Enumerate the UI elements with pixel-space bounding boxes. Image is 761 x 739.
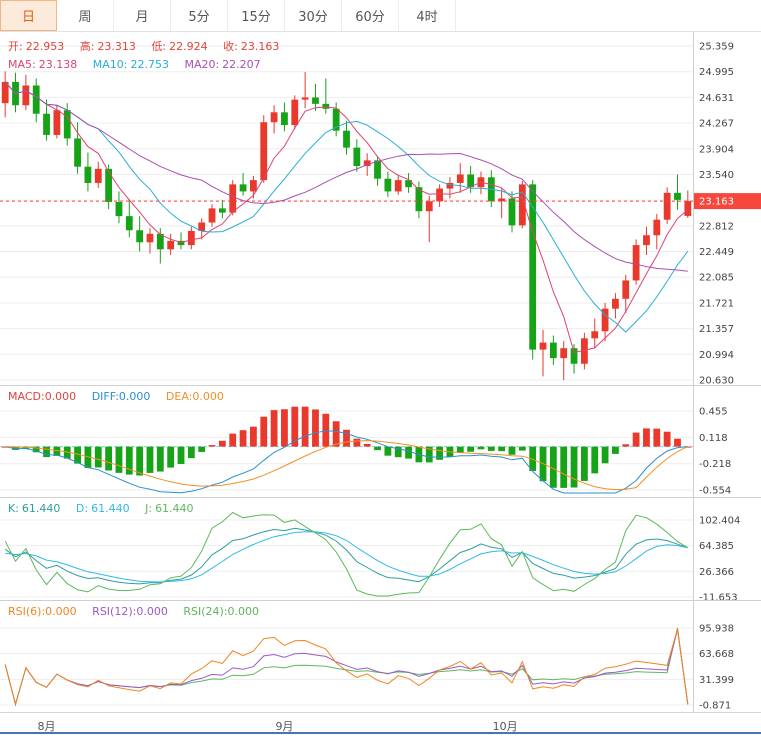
ma5-legend: MA5: 23.138 [8,58,78,71]
axis-label: 0.455 [699,407,728,418]
axis-label: 23.904 [699,144,734,155]
axis-label: 95.938 [699,624,734,635]
axis-label: -0.871 [699,701,731,712]
tab-30min[interactable]: 30分 [285,0,342,31]
macd-item-dea: DEA:0.000 [165,390,224,403]
month-label: 10月 [492,720,518,733]
tab-5min[interactable]: 5分 [171,0,228,31]
axis-label: 22.449 [699,247,734,258]
macd-legend: MACD:0.000 DIFF:0.000 DEA:0.000 [8,390,236,403]
kdj-item-j: J: 61.440 [145,502,194,515]
kdj-panel: 102.404 64.385 26.366 -11.653 K: 61.440 D: 61… [0,497,761,600]
rsi-item-6: RSI(6):0.000 [8,605,77,618]
tab-month[interactable]: 月 [114,0,171,31]
axis-label: 0.118 [699,433,728,444]
axis-label: 21.721 [699,298,734,309]
tab-week[interactable]: 周 [57,0,114,31]
axis-label: -0.218 [699,459,731,470]
macd-item-macd: MACD:0.000 [8,390,77,403]
rsi-item-12: RSI(12):0.000 [92,605,168,618]
macd-item-diff: DIFF:0.000 [91,390,151,403]
axis-label: 24.267 [699,119,734,130]
rsi-panel: 95.938 63.668 31.399 -0.871 RSI(6):0.000 RS… [0,600,761,712]
axis-label: 23.540 [699,170,734,181]
axis-label: 26.366 [699,567,734,578]
axis-label: 64.385 [699,541,734,552]
ma10-legend: MA10: 22.753 [92,58,169,71]
time-axis: 8月 9月 10月 [0,712,761,739]
macd-panel: 0.455 0.118 -0.218 -0.554 MACD:0.000 DIFF:0… [0,385,761,497]
axis-label: 20.630 [699,376,734,386]
kdj-item-k: K: 61.440 [8,502,61,515]
axis-label: 22.812 [699,221,734,232]
rsi-chart[interactable]: 95.938 63.668 31.399 -0.871 [0,600,761,712]
ma-legend: MA5: 23.138 MA10: 22.753 MA20: 22.207 [8,58,273,71]
ohlc-legend: 开: 22.953 高: 23.313 低: 22.924 收: 23.163 [8,40,291,53]
axis-label: -11.653 [699,593,738,601]
axis-label: 25.359 [699,42,734,53]
tab-15min[interactable]: 15分 [228,0,285,31]
macd-chart[interactable]: 0.455 0.118 -0.218 -0.554 [0,385,761,497]
axis-label: 102.404 [699,516,740,527]
bottom-divider [0,732,761,734]
main-chart[interactable]: 25.359 24.995 24.631 24.267 23.904 23.540 22.8… [0,32,761,385]
axis-label: 22.085 [699,273,734,284]
current-price-tag [694,193,761,210]
axis-label: 24.631 [699,93,734,104]
kdj-item-d: D: 61.440 [75,502,130,515]
high-readout: 高: 23.313 [79,40,136,53]
open-readout: 开: 22.953 [8,40,65,53]
axis-label: 31.399 [699,675,734,686]
timeframe-tabbar: 日 周 月 5分 15分 30分 60分 4时 [0,0,761,32]
close-readout: 收: 23.163 [223,40,280,53]
axis-label: 63.668 [699,649,734,660]
rsi-legend: RSI(6):0.000 RSI(12):0.000 RSI(24):0.000 [8,605,271,618]
current-price-tag-label: 23.163 [699,197,734,208]
rsi-item-24: RSI(24):0.000 [183,605,259,618]
month-label: 9月 [275,720,294,733]
axis-label: 21.357 [699,324,734,335]
axis-label: 24.995 [699,67,734,78]
kdj-legend: K: 61.440 D: 61.440 J: 61.440 [8,502,206,515]
tab-4hour[interactable]: 4时 [399,0,456,31]
tab-60min[interactable]: 60分 [342,0,399,31]
tab-day[interactable]: 日 [0,0,57,31]
axis-label: 20.994 [699,350,734,361]
main-chart-panel: 25.359 24.995 24.631 24.267 23.904 23.540 22.8… [0,32,761,385]
low-readout: 低: 22.924 [151,40,208,53]
axis-label: -0.554 [699,486,731,497]
month-label: 8月 [37,720,56,733]
kdj-chart[interactable]: 102.404 64.385 26.366 -11.653 [0,497,761,600]
ma20-legend: MA20: 22.207 [184,58,261,71]
